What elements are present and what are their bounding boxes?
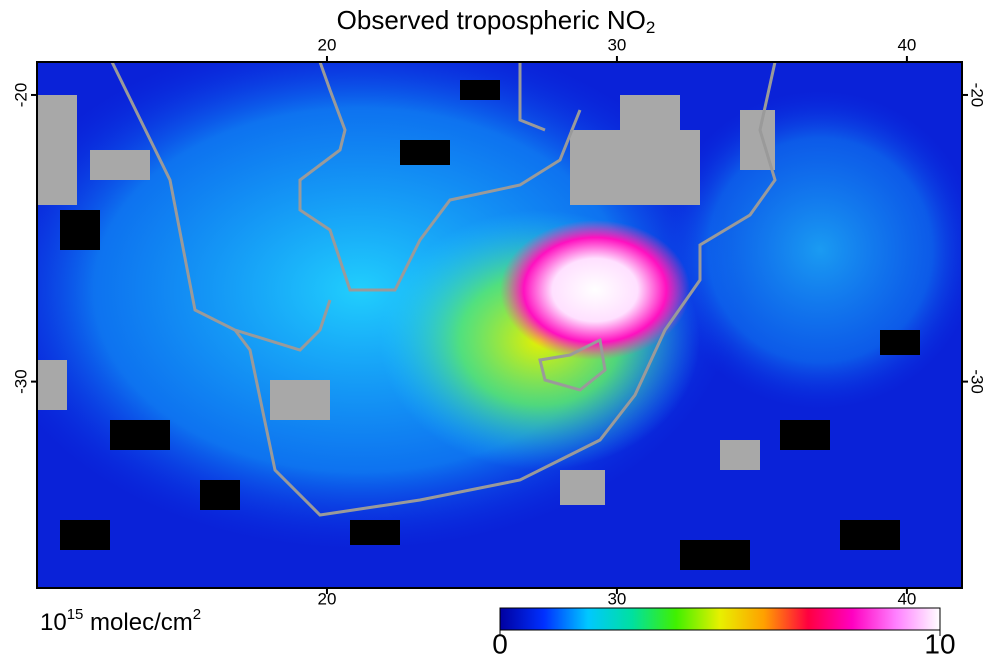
borders	[110, 62, 777, 517]
units-unit-exponent: 2	[193, 606, 201, 623]
colorbar-tick-label: 10	[924, 628, 955, 659]
no2-field	[37, 62, 962, 588]
y-tick-label-left: -30	[11, 369, 30, 394]
x-tick-label-top: 30	[607, 35, 626, 54]
units-exponent: 15	[67, 606, 84, 623]
units-label: 1015 molec/cm2	[40, 606, 201, 636]
x-tick-label-top: 20	[318, 35, 337, 54]
x-tick-label-bottom: 30	[607, 589, 626, 608]
field-patch	[500, 220, 690, 360]
title-subscript: 2	[646, 18, 655, 37]
field-patch	[660, 90, 962, 410]
colorbar-tick-label: 0	[492, 628, 508, 659]
y-tick-label-right: -30	[968, 369, 987, 394]
x-tick-label-top: 40	[897, 35, 916, 54]
units-base: 10	[40, 609, 67, 636]
map-frame	[36, 61, 963, 589]
x-tick-label-bottom: 40	[897, 589, 916, 608]
x-tick-label-bottom: 20	[318, 589, 337, 608]
title: Observed tropospheric NO2	[337, 5, 656, 38]
missing-data	[37, 95, 775, 505]
colorbar	[499, 607, 941, 631]
y-tick-label-left: -20	[11, 83, 30, 108]
no-signal	[60, 80, 920, 570]
y-tick-label-right: -20	[968, 83, 987, 108]
units-unit: molec/cm	[83, 609, 192, 636]
title-main: Observed tropospheric NO	[337, 5, 646, 35]
